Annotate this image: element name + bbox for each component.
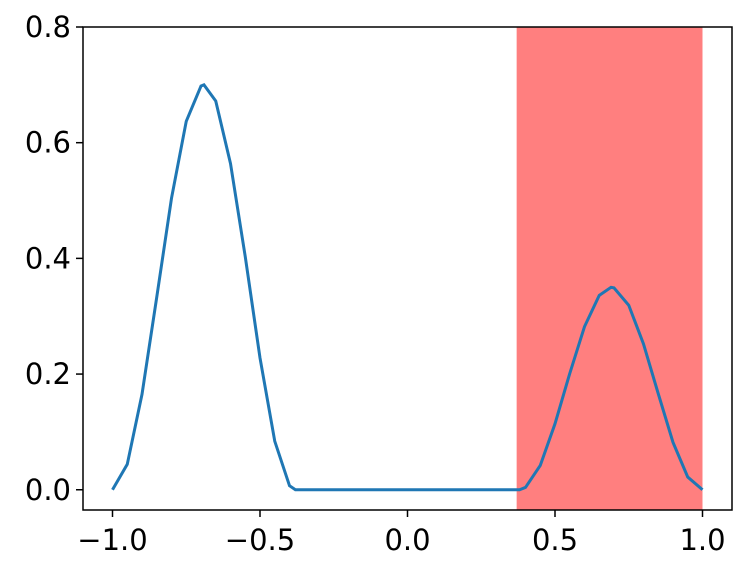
y-tick-label: 0.6: [25, 126, 71, 160]
y-tick-label: 0.0: [25, 473, 71, 507]
y-tick-label: 0.8: [25, 10, 71, 44]
y-tick-label: 0.2: [25, 357, 71, 391]
x-tick-label: 0.5: [532, 523, 578, 557]
x-tick-label: 1.0: [679, 523, 725, 557]
x-tick-label: 0.0: [384, 523, 430, 557]
y-tick-label: 0.4: [25, 241, 71, 275]
x-tick-label: −1.0: [77, 523, 147, 557]
line: [111, 83, 704, 492]
x-tick-label: −0.5: [225, 523, 295, 557]
highlight-span: [516, 27, 703, 510]
